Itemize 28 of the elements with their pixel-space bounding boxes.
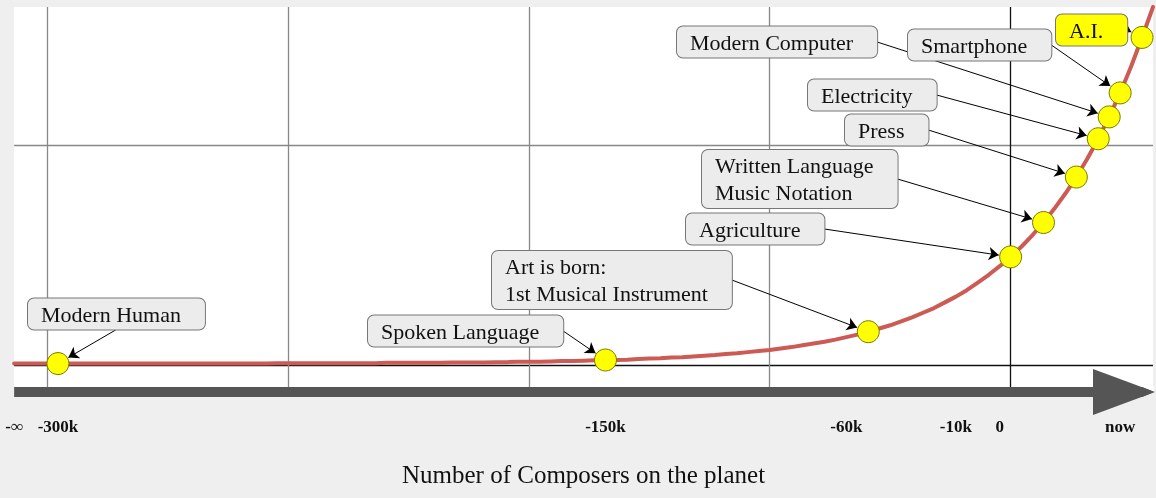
point	[1086, 127, 1110, 151]
point	[1130, 25, 1154, 49]
point	[1064, 165, 1088, 189]
x-tick-label: -60k	[830, 417, 863, 436]
point	[1032, 211, 1055, 235]
point	[1097, 105, 1121, 129]
annotation: Electricity	[821, 82, 913, 108]
x-tick-label: now	[1105, 417, 1136, 436]
x-tick-label: -300k	[37, 417, 79, 436]
x-tick-label: 0	[995, 417, 1004, 436]
x-tick-label: -∞	[5, 417, 24, 436]
point	[46, 352, 70, 376]
x-tick-label: -150k	[585, 417, 627, 436]
annotation: Modern Computer	[690, 29, 854, 55]
point	[593, 348, 617, 372]
annotation: A.I.	[1069, 17, 1104, 43]
annotation: Agriculture	[699, 216, 801, 242]
point	[856, 320, 880, 344]
annotation: Spoken Language	[381, 318, 540, 344]
point	[1108, 81, 1132, 105]
annotation: Written Language Music Notation	[715, 153, 874, 205]
annotation: Modern Human	[41, 301, 181, 327]
x-tick-label: -10k	[939, 417, 973, 436]
annotation: Press	[858, 117, 905, 143]
annotation: Smartphone	[921, 32, 1028, 58]
point	[999, 245, 1023, 269]
x-axis-title: Number of Composers on the planet	[402, 461, 766, 488]
annotation: Art is born: 1st Musical Instrument	[505, 254, 708, 306]
